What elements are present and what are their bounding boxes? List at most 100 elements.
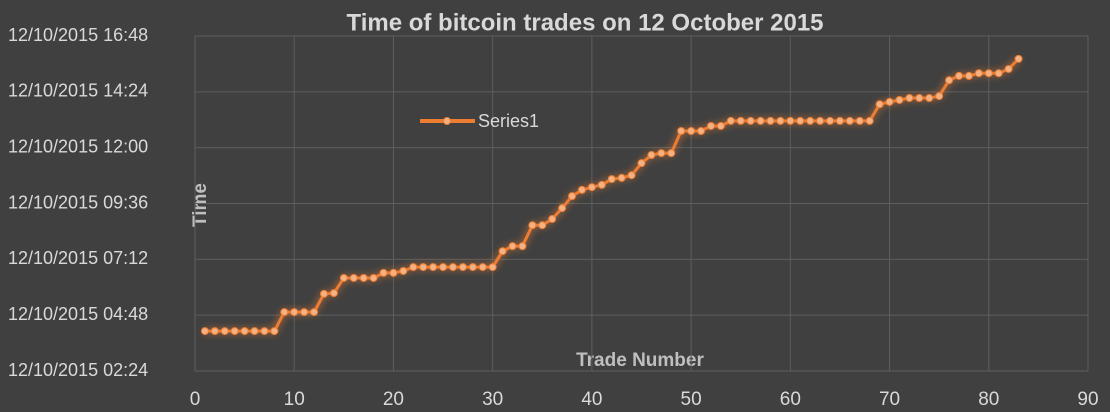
data-point bbox=[319, 289, 328, 298]
data-point bbox=[548, 215, 557, 224]
data-point bbox=[597, 180, 606, 189]
x-tick-label: 20 bbox=[383, 389, 404, 410]
data-point bbox=[448, 263, 457, 272]
data-point bbox=[955, 71, 964, 80]
data-point bbox=[835, 116, 844, 125]
data-point bbox=[230, 327, 239, 336]
data-point bbox=[726, 116, 735, 125]
x-tick-label: 70 bbox=[879, 389, 900, 410]
data-point bbox=[1014, 54, 1023, 63]
data-point bbox=[647, 151, 656, 160]
data-point bbox=[756, 116, 765, 125]
data-point bbox=[379, 268, 388, 277]
data-point bbox=[577, 185, 586, 194]
data-point bbox=[389, 268, 398, 277]
y-tick-label: 12/10/2015 07:12 bbox=[8, 248, 148, 268]
data-point bbox=[260, 327, 269, 336]
data-point bbox=[240, 327, 249, 336]
x-tick-label: 60 bbox=[780, 389, 801, 410]
data-point bbox=[935, 92, 944, 101]
data-point bbox=[706, 121, 715, 130]
data-point bbox=[677, 126, 686, 135]
data-point bbox=[974, 69, 983, 78]
x-tick-label: 50 bbox=[681, 389, 702, 410]
data-point bbox=[488, 263, 497, 272]
x-tick-label: 30 bbox=[482, 389, 503, 410]
data-point bbox=[716, 121, 725, 130]
data-point bbox=[1004, 64, 1013, 73]
legend: Series1 bbox=[420, 111, 539, 131]
data-point bbox=[925, 94, 934, 103]
data-point bbox=[776, 116, 785, 125]
data-point bbox=[528, 221, 537, 230]
data-point bbox=[687, 126, 696, 135]
data-point bbox=[607, 175, 616, 184]
x-tick-label: 10 bbox=[284, 389, 305, 410]
y-tick-label: 12/10/2015 02:24 bbox=[8, 360, 148, 380]
data-point bbox=[786, 116, 795, 125]
data-point bbox=[905, 94, 914, 103]
data-point bbox=[637, 159, 646, 168]
data-point bbox=[826, 116, 835, 125]
data-point bbox=[816, 116, 825, 125]
data-point bbox=[885, 97, 894, 106]
data-point bbox=[558, 204, 567, 213]
data-point bbox=[667, 149, 676, 158]
x-tick-label: 80 bbox=[978, 389, 999, 410]
data-point bbox=[657, 149, 666, 158]
data-point bbox=[796, 116, 805, 125]
data-point bbox=[855, 116, 864, 125]
data-point bbox=[895, 95, 904, 104]
data-point bbox=[419, 263, 428, 272]
data-point bbox=[587, 183, 596, 192]
data-point bbox=[409, 263, 418, 272]
data-point bbox=[478, 263, 487, 272]
y-tick-label: 12/10/2015 09:36 bbox=[8, 192, 148, 212]
data-point bbox=[399, 266, 408, 275]
y-tick-label: 12/10/2015 14:24 bbox=[8, 81, 148, 101]
data-point bbox=[806, 116, 815, 125]
data-point bbox=[945, 76, 954, 85]
data-point bbox=[994, 69, 1003, 78]
data-point bbox=[429, 263, 438, 272]
data-point bbox=[200, 327, 209, 336]
y-axis-title: Time bbox=[190, 183, 211, 227]
legend-label: Series1 bbox=[478, 111, 539, 131]
x-tick-label: 90 bbox=[1077, 389, 1098, 410]
data-point bbox=[697, 126, 706, 135]
data-point bbox=[746, 116, 755, 125]
data-point bbox=[349, 273, 358, 282]
y-tick-label: 12/10/2015 04:48 bbox=[8, 304, 148, 324]
data-point bbox=[984, 69, 993, 78]
data-point bbox=[369, 273, 378, 282]
data-point bbox=[300, 308, 309, 317]
data-point bbox=[468, 263, 477, 272]
data-point bbox=[339, 273, 348, 282]
data-point bbox=[915, 94, 924, 103]
y-tick-label: 12/10/2015 16:48 bbox=[8, 25, 148, 45]
data-point bbox=[329, 289, 338, 298]
legend-marker bbox=[443, 117, 451, 125]
data-point bbox=[766, 116, 775, 125]
data-point bbox=[359, 273, 368, 282]
data-point bbox=[250, 327, 259, 336]
data-point bbox=[280, 308, 289, 317]
data-point bbox=[736, 116, 745, 125]
x-tick-label: 0 bbox=[190, 389, 201, 410]
data-point bbox=[458, 263, 467, 272]
data-point bbox=[290, 308, 299, 317]
data-point bbox=[617, 173, 626, 182]
data-point bbox=[210, 327, 219, 336]
data-point bbox=[508, 242, 517, 251]
x-axis-title: Trade Number bbox=[576, 350, 704, 371]
data-point bbox=[220, 327, 229, 336]
data-point bbox=[845, 116, 854, 125]
data-point bbox=[439, 263, 448, 272]
x-tick-label: 40 bbox=[581, 389, 602, 410]
data-point bbox=[875, 100, 884, 109]
data-point bbox=[627, 171, 636, 180]
y-tick-label: 12/10/2015 12:00 bbox=[8, 136, 148, 156]
data-point bbox=[270, 327, 279, 336]
data-point bbox=[865, 116, 874, 125]
